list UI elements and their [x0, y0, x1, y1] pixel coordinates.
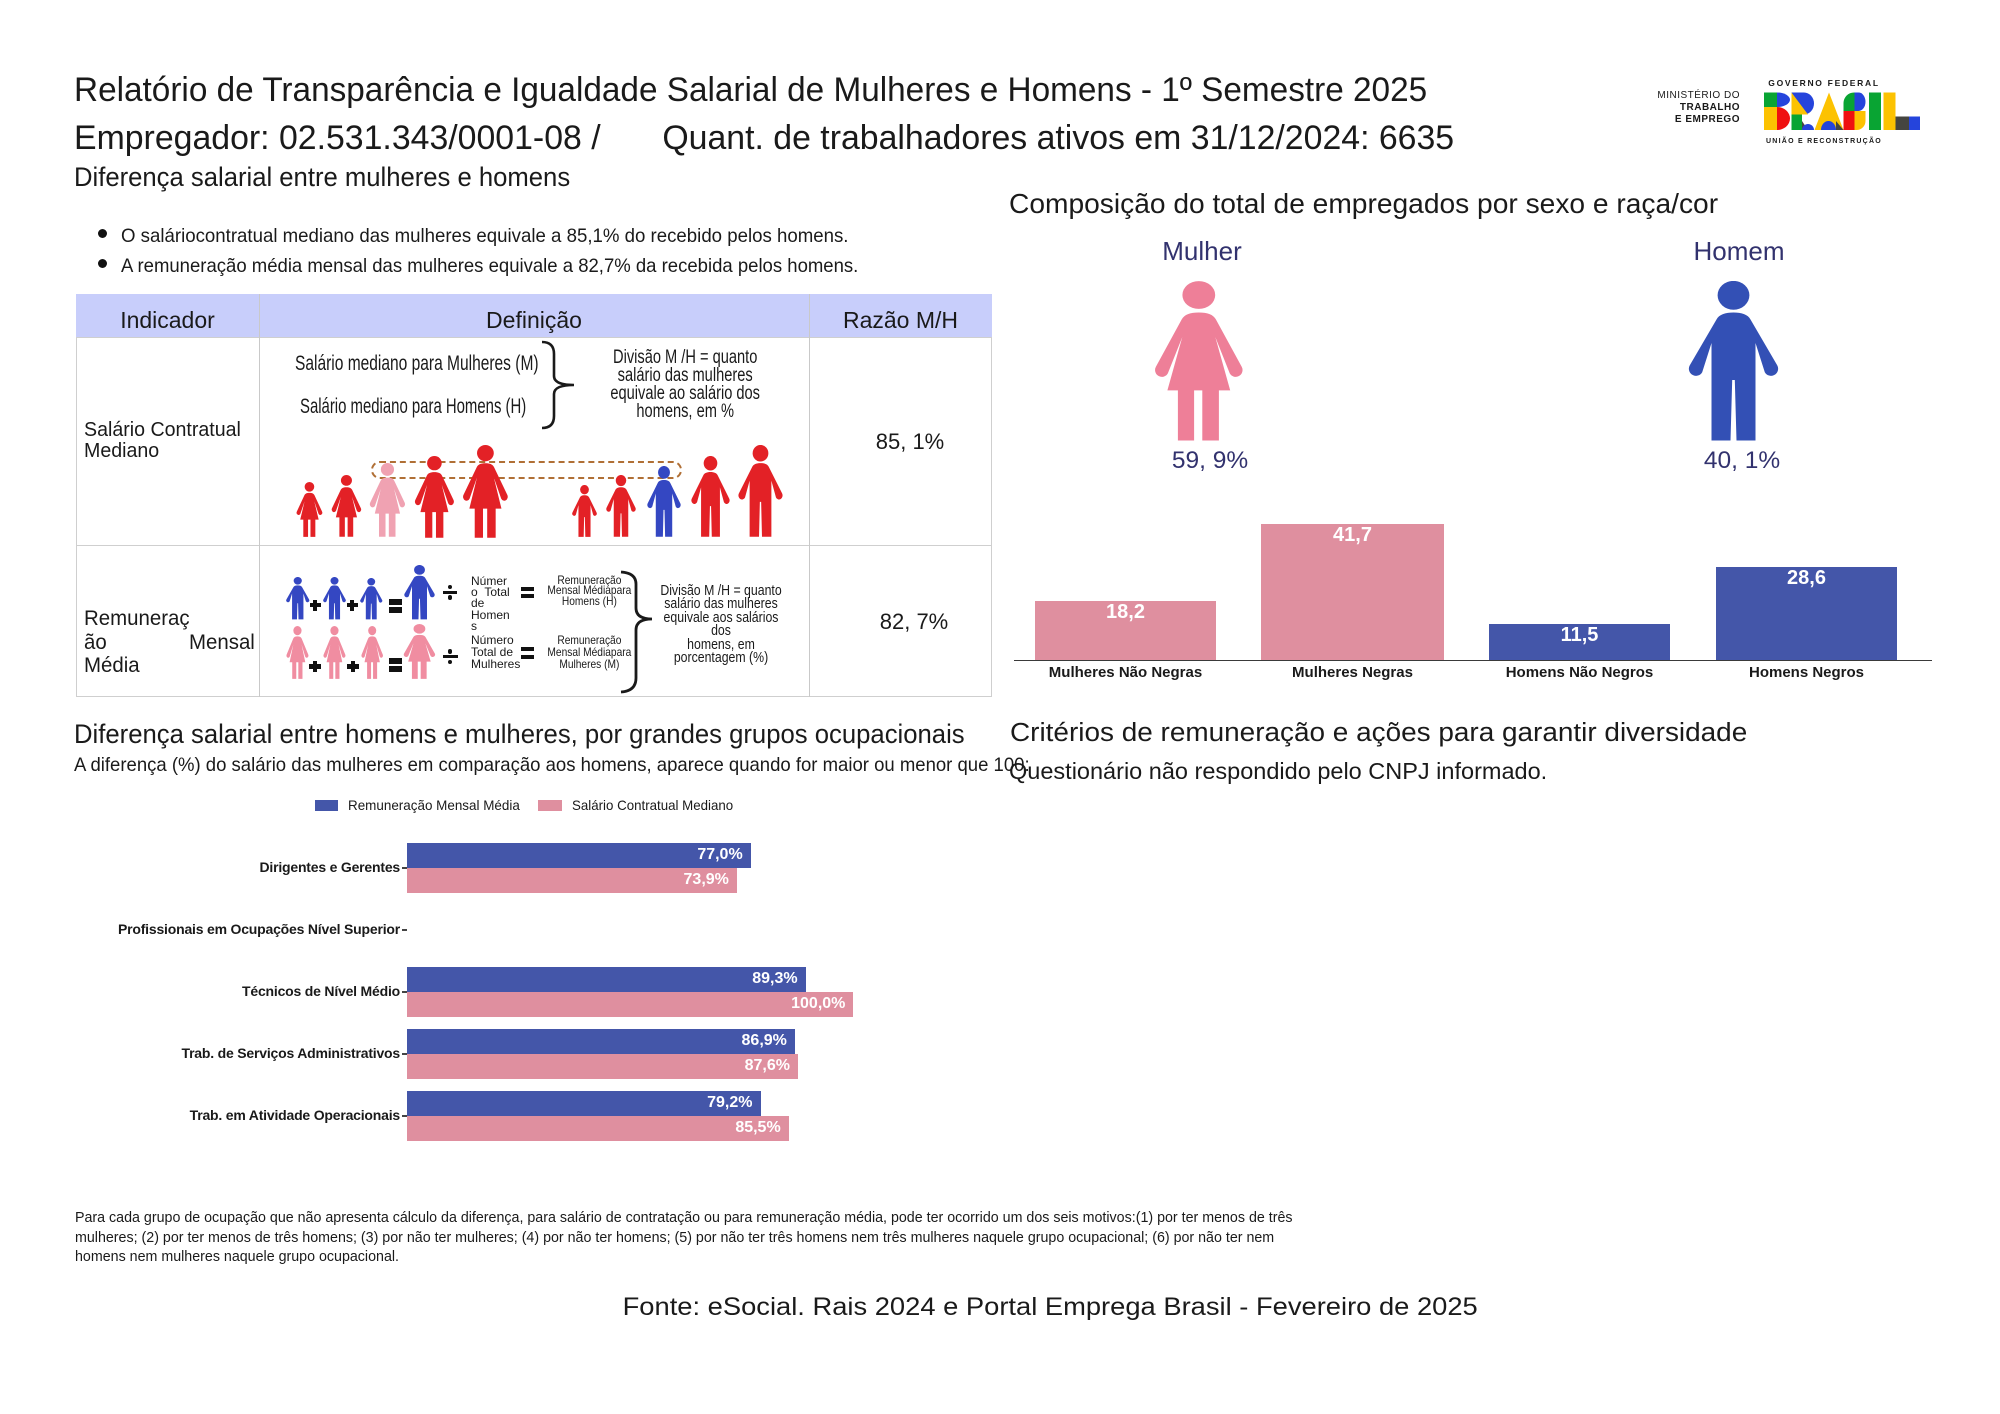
- svg-text:GOVERNO FEDERAL: GOVERNO FEDERAL: [1768, 78, 1879, 88]
- svg-text:UNIÃO E RECONSTRUÇÃO: UNIÃO E RECONSTRUÇÃO: [1766, 136, 1882, 145]
